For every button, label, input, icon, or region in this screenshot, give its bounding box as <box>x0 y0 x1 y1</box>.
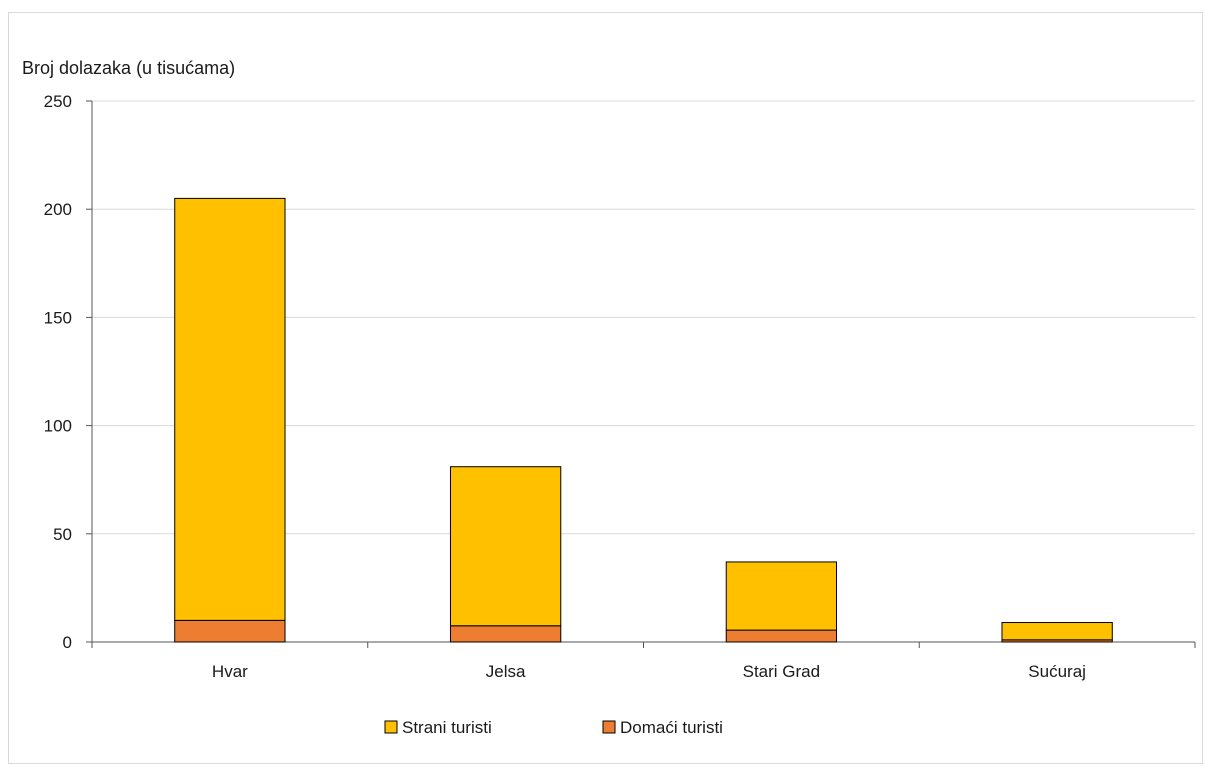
y-tick-label: 0 <box>63 633 72 652</box>
y-tick-label: 200 <box>44 200 72 219</box>
legend-label: Strani turisti <box>402 718 492 737</box>
bar-segment <box>725 561 838 631</box>
y-tick-label: 100 <box>44 417 72 436</box>
bar-segment <box>174 619 286 643</box>
y-tick-label: 150 <box>44 308 72 327</box>
y-axis-title: Broj dolazaka (u tisućama) <box>22 58 235 78</box>
legend-swatch <box>384 720 398 734</box>
bars <box>174 197 1113 643</box>
bar-segment <box>174 197 286 621</box>
x-tick-label: Sućuraj <box>1028 662 1086 681</box>
x-tick-label: Hvar <box>212 662 248 681</box>
x-tick-label: Stari Grad <box>743 662 820 681</box>
x-tick-label: Jelsa <box>486 662 526 681</box>
y-tick-label: 250 <box>44 92 72 111</box>
bar-segment <box>725 629 838 643</box>
y-tick-label: 50 <box>53 525 72 544</box>
legend-label: Domaći turisti <box>620 718 723 737</box>
legend: Strani turisti Domaći turisti <box>384 718 723 737</box>
legend-swatch <box>602 720 616 734</box>
bar-segment <box>449 466 562 627</box>
bar-segment <box>449 625 562 643</box>
axes: 0 50 100 150 200 250 Hvar Jelsa Stari Grad Sućura… <box>44 92 1196 681</box>
bar-segment <box>1001 622 1113 641</box>
